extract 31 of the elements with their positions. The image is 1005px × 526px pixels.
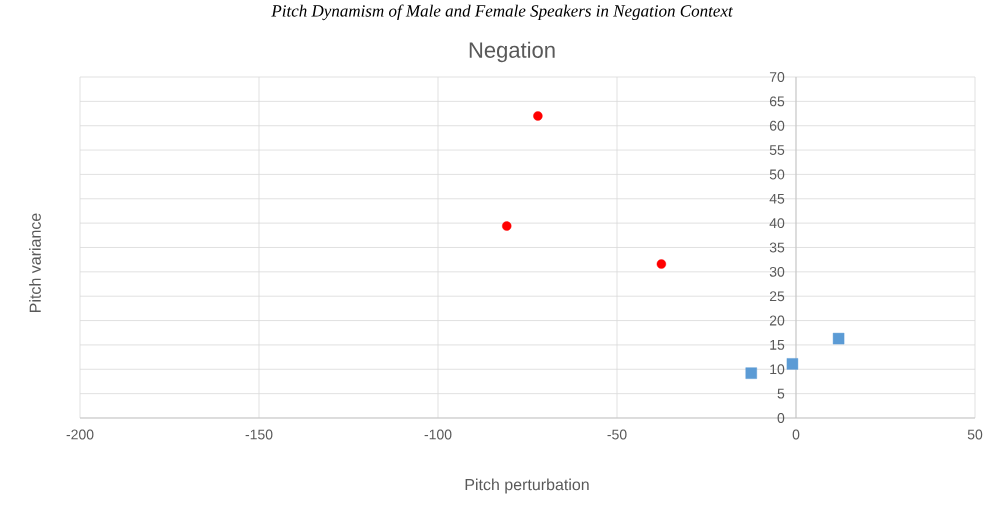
point <box>832 332 845 345</box>
y-tick-label: 0 <box>777 413 785 423</box>
y-tick-label: 55 <box>769 145 785 155</box>
y-tick-label: 70 <box>769 72 785 82</box>
x-axis-title: Pitch perturbation <box>465 478 589 494</box>
x-tick-label: -200 <box>66 429 94 440</box>
text: Pitch Dynamism of Male and Female Speakers in Negation Context <box>271 4 734 21</box>
y-tick-label: 20 <box>769 315 785 326</box>
y-tick-label: 50 <box>769 169 785 180</box>
point <box>786 358 799 370</box>
point <box>502 221 512 231</box>
x-tick-label: -50 <box>607 429 627 440</box>
y-tick-label: 25 <box>769 291 785 302</box>
y-tick-label: 5 <box>777 388 785 399</box>
y-axis-title: Pitch variance <box>29 213 41 312</box>
x-tick-label: -100 <box>424 429 452 440</box>
y-tick-label: 60 <box>769 120 785 131</box>
y-tick-label: 30 <box>769 266 785 277</box>
x-tick-label: 0 <box>792 429 800 440</box>
point <box>745 367 757 379</box>
y-tick-label: 40 <box>769 218 785 229</box>
point <box>533 111 543 121</box>
x-tick-label: 50 <box>967 429 983 440</box>
y-tick-label: 10 <box>770 364 785 375</box>
y-tick-label: 45 <box>769 193 785 204</box>
chart-title: Negation <box>469 41 555 63</box>
x-tick-label: -150 <box>245 429 273 440</box>
y-tick-label: 15 <box>770 340 785 350</box>
point <box>656 259 667 269</box>
y-tick-label: 65 <box>769 96 785 107</box>
y-tick-label: 35 <box>769 242 785 253</box>
